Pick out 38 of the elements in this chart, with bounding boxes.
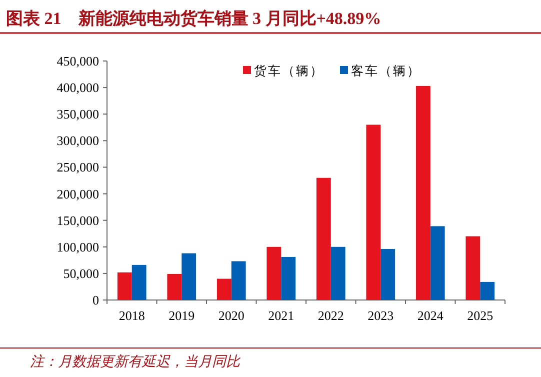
legend-label: 客车（辆） xyxy=(351,63,421,78)
title: 图表 21 新能源纯电动货车销量 3 月同比+48.89% xyxy=(6,9,382,28)
y-tick-label: 150,000 xyxy=(56,212,99,228)
bar xyxy=(466,236,480,300)
bar xyxy=(366,124,381,300)
y-tick-label: 350,000 xyxy=(56,106,99,122)
bar xyxy=(132,264,146,300)
y-tick-label: 200,000 xyxy=(56,186,99,202)
text: 注：月数据更新有延迟，当月同比 xyxy=(30,354,241,370)
x-tick-label: 2022 xyxy=(318,308,344,323)
x-tick-label: 2020 xyxy=(218,308,244,323)
y-tick-label: 250,000 xyxy=(56,160,99,175)
bar xyxy=(330,246,346,300)
bar xyxy=(380,249,396,300)
x-tick-label: 2019 xyxy=(168,308,195,323)
bar xyxy=(117,272,132,300)
y-tick-label: 300,000 xyxy=(56,133,99,148)
x-tick-label: 2018 xyxy=(118,308,145,323)
bar xyxy=(266,246,282,300)
y-tick-label: 450,000 xyxy=(56,54,99,68)
bar xyxy=(316,178,331,300)
bar xyxy=(216,278,232,300)
bar xyxy=(416,86,430,300)
legend-label: 货车（辆） xyxy=(254,64,324,78)
x-tick-label: 2023 xyxy=(368,308,394,323)
bar xyxy=(182,253,196,300)
y-tick-label: 100,000 xyxy=(56,239,99,254)
bar xyxy=(231,261,246,300)
x-tick-label: 2025 xyxy=(467,308,494,323)
x-tick-label: 2021 xyxy=(268,308,294,323)
bar xyxy=(281,256,296,300)
bar xyxy=(430,226,445,300)
bar xyxy=(480,282,495,300)
y-tick-label: 400,000 xyxy=(56,80,99,96)
x-tick-label: 2024 xyxy=(417,308,444,323)
y-tick-label: 50,000 xyxy=(63,266,99,281)
bar xyxy=(167,274,182,300)
y-tick-label: 0 xyxy=(92,292,99,308)
